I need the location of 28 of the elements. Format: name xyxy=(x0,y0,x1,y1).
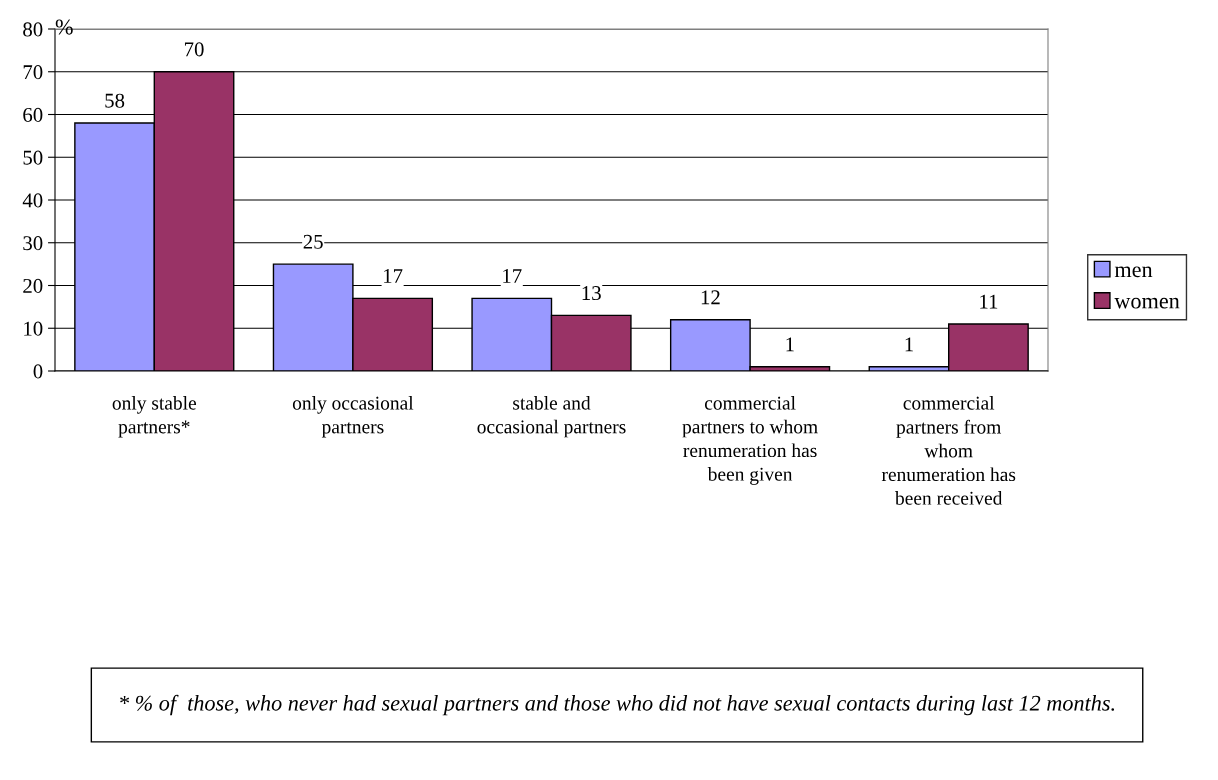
y-tick-label: 80 xyxy=(23,22,43,37)
y-axis-title: % xyxy=(55,19,73,35)
data-label: 17 xyxy=(503,269,522,283)
y-tick-label: 40 xyxy=(22,193,43,208)
x-tick-label: commercial partners from whom renumeration has been received xyxy=(881,396,1016,505)
legend-label: women xyxy=(1114,297,1180,309)
data-label: 25 xyxy=(303,234,323,249)
x-tick-label: only occasional partners xyxy=(292,396,414,438)
x-tick-label: commercial partners to whom renumeration has been given xyxy=(682,396,818,485)
y-tick-label: 20 xyxy=(23,278,43,293)
data-label: 13 xyxy=(582,286,601,301)
y-tick-label: 10 xyxy=(24,321,43,336)
data-label: 11 xyxy=(980,294,998,309)
x-tick-label: stable and occasional partners xyxy=(477,396,626,438)
y-tick-label: 50 xyxy=(23,150,43,165)
text: * % of those, who never had sexual partners and those who did not have sexual contacts during last 12 months. xyxy=(120,694,1115,716)
x-tick-label: only stable partners* xyxy=(112,396,197,438)
y-tick-label: 70 xyxy=(23,65,43,80)
y-tick-label: 30 xyxy=(23,236,43,251)
y-tick-label: 60 xyxy=(23,107,43,122)
data-label: 17 xyxy=(384,269,403,283)
legend-label: men xyxy=(1114,266,1153,278)
data-label: 70 xyxy=(184,42,204,57)
data-label: 12 xyxy=(701,290,720,305)
data-label: 1 xyxy=(905,337,913,352)
data-label: 1 xyxy=(786,337,794,352)
data-label: 58 xyxy=(105,93,125,108)
y-tick-label: 0 xyxy=(33,364,43,379)
